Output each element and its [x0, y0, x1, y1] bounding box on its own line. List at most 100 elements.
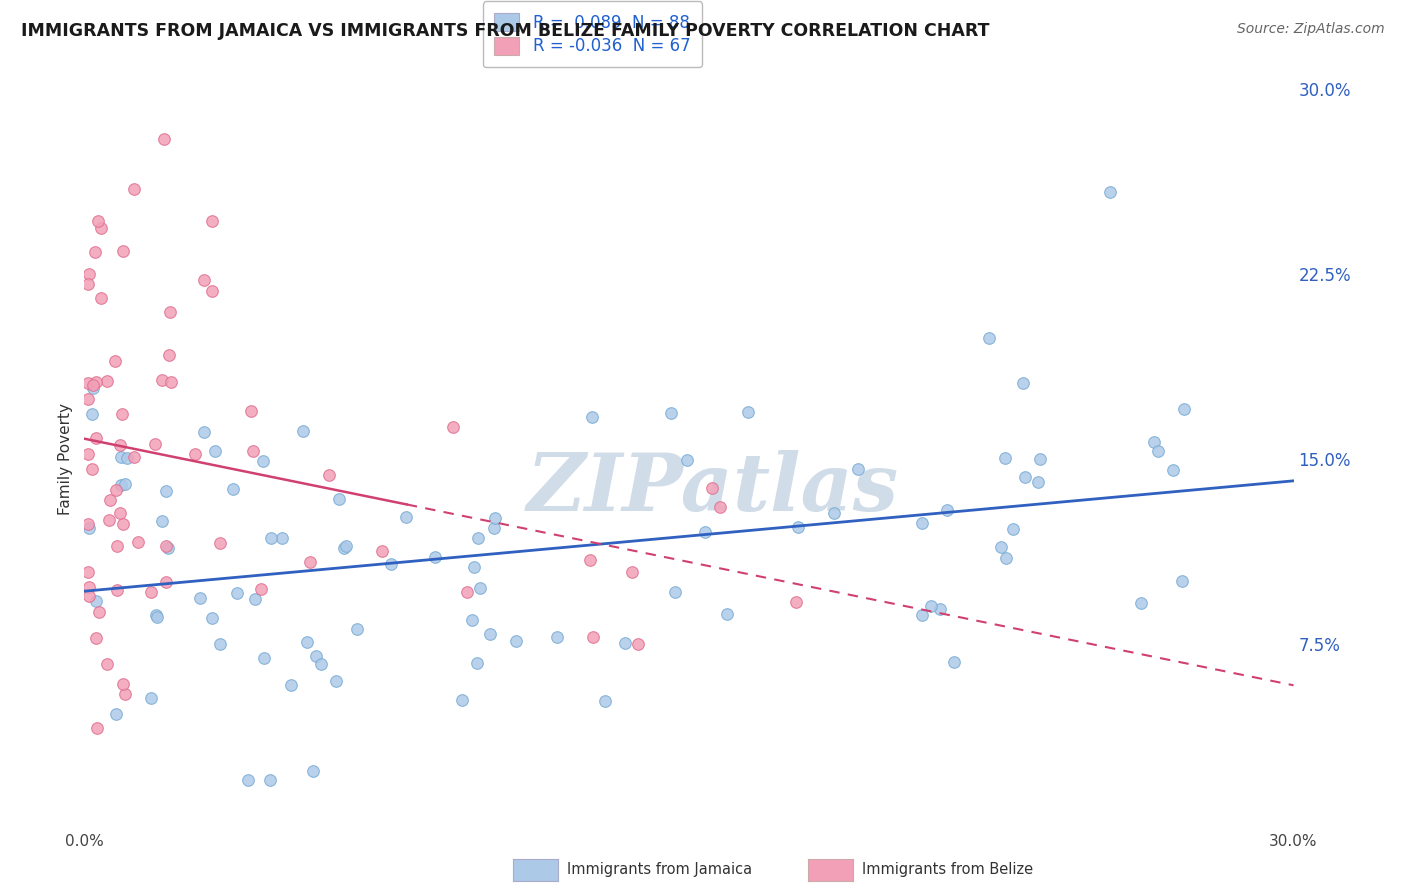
Point	[1173, 402, 1195, 417]
Point	[80, 407, 103, 421]
Point	[911, 516, 934, 530]
Point	[465, 656, 488, 670]
Point	[249, 582, 271, 597]
Point	[86, 594, 108, 608]
Point	[82, 381, 104, 395]
Point	[150, 514, 173, 528]
Point	[201, 214, 224, 228]
Point	[208, 637, 231, 651]
Point	[423, 549, 446, 564]
Point	[299, 555, 322, 569]
Point	[111, 408, 134, 422]
Point	[467, 531, 489, 545]
Point	[305, 649, 328, 664]
Point	[105, 707, 128, 722]
Point	[82, 378, 104, 392]
Point	[1014, 469, 1036, 483]
Point	[929, 602, 952, 616]
Point	[145, 607, 167, 622]
Point	[582, 631, 605, 645]
Text: Immigrants from Jamaica: Immigrants from Jamaica	[567, 863, 752, 877]
Point	[157, 348, 180, 362]
Point	[110, 478, 132, 492]
Point	[990, 541, 1012, 555]
Point	[380, 557, 402, 571]
Point	[936, 503, 959, 517]
Point	[395, 509, 418, 524]
Point	[77, 392, 100, 407]
Point	[664, 584, 686, 599]
Point	[1026, 475, 1049, 489]
Text: IMMIGRANTS FROM JAMAICA VS IMMIGRANTS FROM BELIZE FAMILY POVERTY CORRELATION CHA: IMMIGRANTS FROM JAMAICA VS IMMIGRANTS FR…	[21, 22, 990, 40]
Point	[709, 500, 731, 515]
Point	[676, 453, 699, 467]
Point	[159, 305, 181, 319]
Point	[124, 450, 146, 465]
Point	[77, 267, 100, 281]
Point	[155, 483, 177, 498]
Point	[716, 607, 738, 621]
Point	[995, 550, 1018, 565]
Point	[112, 517, 135, 532]
Point	[245, 591, 267, 606]
Point	[89, 605, 111, 619]
Point	[77, 580, 100, 594]
Point	[1002, 522, 1025, 536]
Point	[1146, 444, 1168, 458]
Point	[546, 630, 568, 644]
Point	[242, 444, 264, 458]
Point	[977, 331, 1000, 345]
Point	[581, 410, 603, 425]
Point	[96, 657, 118, 671]
Point	[115, 451, 138, 466]
Point	[98, 493, 121, 508]
Point	[1161, 463, 1184, 477]
Point	[291, 424, 314, 438]
Point	[77, 516, 100, 531]
Point	[77, 447, 100, 461]
Point	[201, 284, 224, 298]
Point	[97, 513, 120, 527]
Y-axis label: Family Poverty: Family Poverty	[58, 403, 73, 516]
Point	[104, 354, 127, 368]
Point	[346, 622, 368, 636]
Point	[104, 483, 127, 497]
Point	[86, 375, 108, 389]
Point	[328, 491, 350, 506]
Point	[271, 531, 294, 545]
Point	[77, 521, 100, 535]
Point	[910, 607, 932, 622]
Point	[785, 595, 807, 609]
Point	[105, 582, 128, 597]
Point	[332, 541, 354, 556]
Point	[823, 506, 845, 520]
Point	[240, 404, 263, 418]
Point	[371, 544, 394, 558]
Point	[105, 539, 128, 553]
Point	[920, 599, 942, 613]
Point	[260, 531, 283, 545]
Point	[943, 655, 966, 669]
Point	[139, 691, 162, 706]
Point	[259, 773, 281, 788]
Point	[127, 535, 149, 549]
Point	[460, 613, 482, 627]
Point	[295, 635, 318, 649]
Text: Immigrants from Belize: Immigrants from Belize	[862, 863, 1033, 877]
Point	[659, 406, 682, 420]
Point	[139, 585, 162, 599]
Point	[114, 687, 136, 701]
Point	[150, 373, 173, 387]
Point	[90, 221, 112, 235]
Point	[153, 132, 176, 146]
Point	[614, 636, 637, 650]
Point	[221, 483, 243, 497]
Point	[700, 481, 723, 495]
Point	[1098, 186, 1121, 200]
Point	[302, 764, 325, 779]
Point	[155, 574, 177, 589]
Point	[96, 375, 118, 389]
Point	[86, 721, 108, 735]
Point	[309, 657, 332, 671]
Point	[201, 611, 224, 625]
